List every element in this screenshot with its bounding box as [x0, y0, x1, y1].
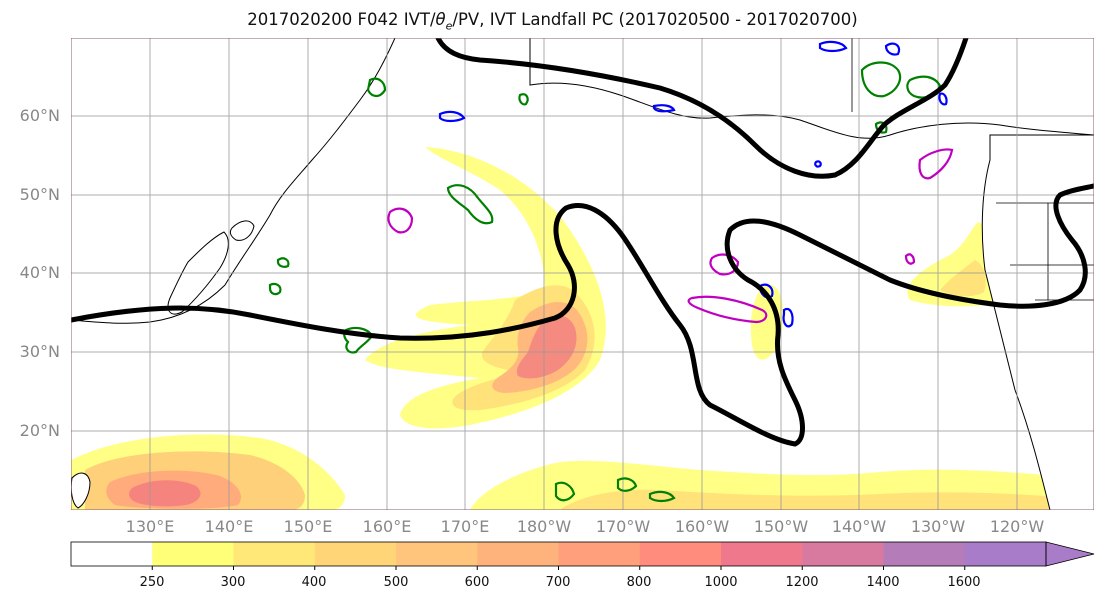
colorbar-label-250: 250	[139, 575, 165, 590]
lat-label-30: 30°N	[19, 342, 60, 361]
pc-contour-north	[435, 38, 969, 179]
colorbar-bin	[396, 542, 478, 566]
lon-label-140e: 140°E	[204, 517, 254, 536]
hokkaido-coastline	[229, 220, 255, 241]
lon-label-150e: 150°E	[283, 517, 333, 536]
lon-label-120w: 120°W	[989, 517, 1045, 536]
colorbar-ticks	[151, 566, 966, 570]
lon-label-180w: 180°W	[516, 517, 572, 536]
colorbar-label-500: 500	[383, 575, 409, 590]
colorbar-label-1200: 1200	[785, 575, 819, 590]
ivt-shading	[71, 147, 1094, 510]
colorbar-label-700: 700	[545, 575, 571, 590]
pv-contours	[268, 61, 942, 503]
colorbar-label-300: 300	[220, 575, 246, 590]
lon-label-170e: 170°E	[440, 517, 490, 536]
colorbar-label-1000: 1000	[704, 575, 738, 590]
map-plot-area	[71, 38, 1094, 510]
colorbar-bins	[71, 542, 1047, 566]
colorbar-bin	[477, 542, 559, 566]
colorbar-label-400: 400	[301, 575, 327, 590]
ivt-plume-800	[516, 315, 577, 379]
landfall-pc-contour	[71, 38, 1094, 447]
colorbar-extend-arrow	[1045, 541, 1095, 567]
map-title: 2017020200 F042 IVT/θe/PV, IVT Landfall …	[0, 10, 1105, 32]
colorbar-bin	[558, 542, 641, 566]
colorbar-bin	[639, 542, 722, 566]
ivt-tropical-band-west-800	[129, 480, 201, 507]
colorbar-label-1400: 1400	[866, 575, 900, 590]
title-theta: θ	[435, 10, 446, 29]
colorbar-bin	[233, 542, 316, 566]
ivt-ne-pacific-plume-300	[940, 260, 986, 297]
lon-label-160w: 160°W	[674, 517, 730, 536]
gridlines	[71, 38, 1094, 510]
colorbar	[70, 541, 1095, 570]
colorbar-bin	[152, 542, 234, 566]
lon-label-160e: 160°E	[362, 517, 412, 536]
coastlines	[71, 38, 1094, 510]
lat-label-20: 20°N	[19, 421, 60, 440]
alaska-coastline	[529, 38, 1094, 139]
lat-label-60: 60°N	[19, 106, 60, 125]
lon-label-130e: 130°E	[125, 517, 175, 536]
colorbar-label-1600: 1600	[947, 575, 981, 590]
magenta-contours	[387, 148, 954, 324]
philippines-coastline	[71, 472, 91, 509]
colorbar-bin	[883, 542, 966, 566]
colorbar-bin	[314, 542, 397, 566]
pc-contour-west	[71, 183, 1094, 447]
colorbar-bin	[802, 542, 884, 566]
lat-label-40: 40°N	[19, 263, 60, 282]
title-prefix: 2017020200 F042 IVT/	[247, 10, 436, 29]
lon-label-150w: 150°W	[753, 517, 809, 536]
lat-label-50: 50°N	[19, 185, 60, 204]
colorbar-bin	[721, 542, 803, 566]
colorbar-label-800: 800	[626, 575, 652, 590]
lon-label-170w: 170°W	[595, 517, 651, 536]
colorbar-label-600: 600	[464, 575, 490, 590]
colorbar-bin	[964, 542, 1047, 566]
title-suffix: /PV, IVT Landfall PC (2017020500 - 20170…	[452, 10, 858, 29]
lon-label-130w: 130°W	[910, 517, 966, 536]
ivt-tropical-band-east-300	[560, 489, 1094, 510]
lon-label-140w: 140°W	[831, 517, 887, 536]
title-theta-sub: e	[445, 19, 453, 33]
colorbar-bin	[71, 542, 153, 566]
